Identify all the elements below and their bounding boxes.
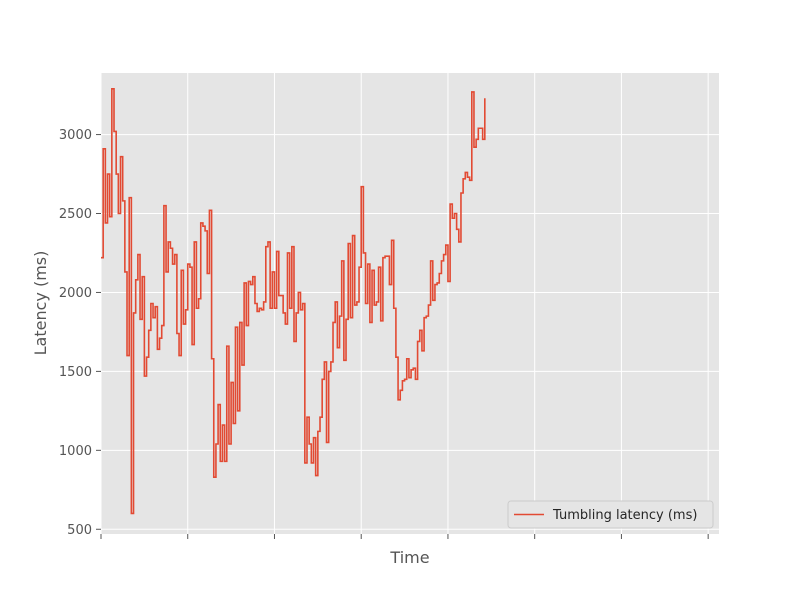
plot-area: [101, 73, 719, 534]
axis-ticks: 500 1000 1500 2000 2500 3000: [59, 128, 709, 539]
y-tick-label: 3000: [59, 128, 92, 143]
y-tick-label: 2000: [59, 286, 92, 301]
y-axis-label: Latency (ms): [31, 251, 50, 356]
x-axis-label: Time: [389, 548, 429, 567]
y-tick-label: 500: [67, 523, 92, 538]
y-tick-label: 1000: [59, 444, 92, 459]
series-line-tumbling-latency: [101, 87, 486, 515]
grid-lines: [100, 73, 719, 534]
y-tick-label: 2500: [59, 207, 92, 222]
legend-label: Tumbling latency (ms): [552, 508, 697, 523]
legend: Tumbling latency (ms): [507, 500, 714, 529]
y-tick-label: 1500: [59, 365, 92, 380]
legend-box: [507, 500, 714, 529]
